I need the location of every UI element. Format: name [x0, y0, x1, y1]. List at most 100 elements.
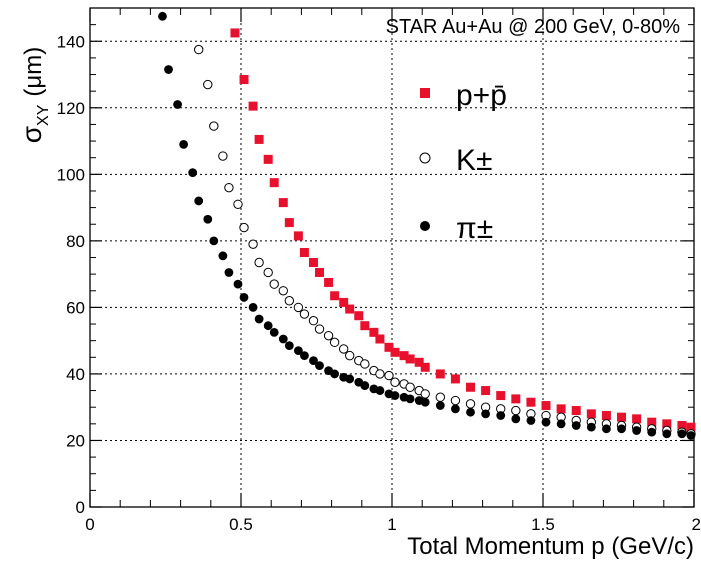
data-point: [369, 327, 379, 337]
data-point: [263, 267, 273, 278]
data-point: [299, 309, 310, 319]
data-point: [254, 314, 264, 324]
data-point: [601, 411, 611, 421]
data-point: [324, 277, 334, 287]
data-point: [556, 404, 566, 414]
legend-label-proton: p+p̄: [456, 79, 507, 112]
data-point: [224, 182, 234, 193]
data-point: [435, 369, 445, 379]
data-point: [293, 231, 303, 241]
data-point: [465, 399, 476, 409]
data-point: [435, 392, 446, 402]
data-point: [632, 426, 642, 435]
data-point: [203, 214, 213, 224]
data-point: [345, 304, 355, 314]
data-point: [360, 381, 370, 390]
axis-ticks: [89, 7, 695, 508]
data-point: [405, 382, 415, 392]
data-point: [450, 395, 461, 406]
data-point: [586, 409, 596, 419]
data-point: [677, 429, 687, 439]
legend-marker-pion: [420, 221, 430, 231]
data-point: [284, 218, 294, 228]
series-2: [158, 11, 696, 440]
y-axis-title: σXY (μm): [16, 47, 52, 143]
data-point: [248, 101, 258, 111]
data-point: [315, 361, 324, 371]
data-point: [248, 239, 258, 249]
y-tick-label: 0: [76, 498, 85, 517]
data-point: [158, 11, 167, 21]
data-point: [269, 279, 279, 289]
y-tick-label: 20: [66, 431, 85, 450]
data-point: [239, 293, 249, 302]
data-point: [233, 279, 243, 289]
data-point: [481, 386, 491, 396]
data-point: [686, 422, 696, 432]
data-point: [203, 79, 213, 90]
data-point: [677, 420, 687, 430]
data-point: [420, 389, 430, 399]
data-point: [218, 151, 228, 161]
data-point: [338, 344, 349, 354]
data-point: [390, 391, 400, 400]
data-point: [466, 407, 475, 417]
data-point: [293, 346, 303, 356]
data-point: [188, 168, 198, 178]
data-point: [526, 416, 536, 425]
data-point: [300, 351, 309, 361]
data-point: [309, 356, 318, 366]
x-tick-label: 0.5: [229, 515, 253, 534]
data-point: [632, 414, 642, 424]
data-point: [375, 334, 385, 344]
data-point: [390, 377, 400, 387]
data-point: [194, 196, 204, 206]
data-point: [360, 359, 370, 369]
data-point: [556, 419, 566, 429]
data-point: [339, 297, 349, 307]
plot-frame: [89, 7, 695, 508]
data-point: [284, 341, 294, 351]
data-point: [451, 404, 460, 414]
data-point: [269, 178, 279, 188]
data-point: [414, 357, 424, 367]
data-point: [405, 394, 415, 404]
x-tick-label: 0: [85, 515, 94, 534]
data-point: [481, 409, 491, 419]
data-point: [323, 330, 334, 341]
data-point: [164, 65, 173, 74]
data-point: [354, 311, 364, 321]
data-point: [662, 429, 672, 439]
data-point: [209, 121, 219, 131]
data-point: [345, 350, 355, 361]
y-axis-sigma: σ: [16, 126, 47, 143]
data-point: [647, 417, 657, 427]
legend-label-pion: π±: [456, 212, 493, 245]
data-point: [617, 424, 626, 434]
legend-marker-kaon: [419, 152, 431, 164]
data-point: [194, 44, 204, 55]
x-tick-labels: 0 0.5 1 1.5 2: [85, 515, 701, 534]
series-1: [194, 44, 696, 439]
data-point: [330, 369, 340, 379]
data-point: [230, 28, 240, 38]
data-point: [173, 100, 182, 109]
data-point: [284, 296, 295, 306]
data-point: [384, 370, 394, 381]
data-point: [293, 302, 304, 313]
series-0: [230, 28, 696, 432]
data-point: [496, 391, 506, 401]
data-point: [686, 431, 696, 440]
data-point: [405, 354, 415, 364]
data-point: [435, 401, 445, 410]
data-point: [278, 334, 288, 344]
legend: p+p̄ K± π±: [419, 79, 507, 245]
data-point: [308, 257, 318, 267]
grid: [90, 8, 694, 507]
data-point: [299, 248, 309, 258]
data-point: [647, 427, 657, 437]
y-axis-unit: (μm): [20, 47, 47, 97]
data-point: [360, 321, 370, 331]
x-axis-title: Total Momentum p (GeV/c): [407, 533, 694, 560]
